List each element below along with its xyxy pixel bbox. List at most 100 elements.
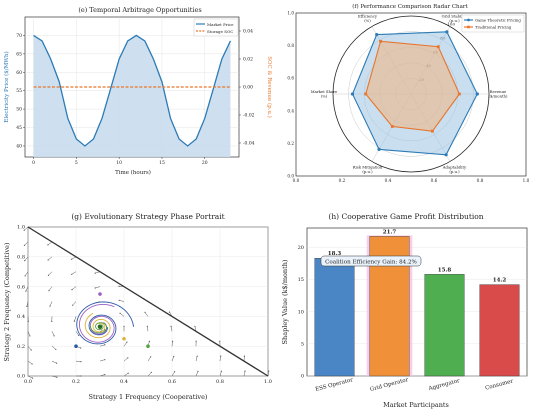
tick-label-y: 55 bbox=[16, 88, 22, 94]
radar-marker bbox=[445, 30, 449, 34]
vector-field-arrow bbox=[119, 313, 125, 317]
vector-field-arrow bbox=[27, 331, 31, 337]
vector-field-head bbox=[71, 273, 73, 275]
vector-field-head bbox=[71, 258, 73, 260]
tick-label-y2: 0.04 bbox=[243, 29, 253, 35]
vector-field-arrow bbox=[267, 371, 269, 377]
vector-field-arrow bbox=[195, 356, 198, 362]
radar-axis-label: (p.u.) bbox=[449, 18, 460, 23]
tick-label-x: 15 bbox=[159, 160, 165, 166]
vector-field-arrow bbox=[48, 286, 53, 291]
vector-field-arrow bbox=[171, 341, 173, 347]
tick-label-y2: 0.02 bbox=[243, 57, 253, 63]
vector-field-head bbox=[80, 361, 82, 363]
vector-field-arrow bbox=[24, 226, 29, 231]
vector-field-head bbox=[80, 347, 82, 349]
tick-label-y: 0.0 bbox=[17, 374, 25, 380]
panel-g-title: (g) Evolutionary Strategy Phase Portrait bbox=[71, 212, 224, 221]
vector-field-head bbox=[49, 305, 51, 307]
trajectory-1 bbox=[78, 303, 115, 343]
vector-field-arrow bbox=[123, 373, 129, 377]
vector-field-head bbox=[51, 320, 53, 322]
frame-tick-y: 1.0 bbox=[287, 11, 294, 16]
vector-field-head bbox=[71, 289, 73, 291]
vector-field-head bbox=[127, 372, 129, 374]
coalition-annotation: Coalition Efficiency Gain: 84.2% bbox=[320, 255, 422, 267]
bar-ess-operator bbox=[314, 258, 355, 377]
vector-field-arrow bbox=[27, 360, 33, 365]
tick-label-y: 40 bbox=[16, 143, 22, 149]
legend-market-price: Market Price bbox=[207, 22, 234, 27]
tick-label-y: 65 bbox=[16, 51, 22, 57]
radar-axis-label: (%) bbox=[364, 18, 371, 23]
bar-value-label: 14.2 bbox=[493, 278, 507, 284]
bar-value-label: 15.8 bbox=[438, 267, 452, 273]
radar-marker bbox=[431, 129, 434, 133]
radar-axis-label: (p.u.) bbox=[449, 169, 460, 174]
tick-label-x: 0.0 bbox=[24, 379, 32, 385]
legend-game-theoretic: Game Theoretic Pricing bbox=[475, 18, 521, 23]
radar-axis-label: (%) bbox=[321, 94, 328, 99]
frame-tick-x: 0.6 bbox=[431, 178, 438, 183]
radar-marker bbox=[390, 125, 394, 128]
frame-tick-y: 0.6 bbox=[287, 76, 294, 81]
vector-field-head bbox=[23, 229, 25, 231]
vector-field-arrow bbox=[99, 374, 105, 377]
vector-field-arrow bbox=[119, 300, 125, 302]
vector-field-arrow bbox=[99, 344, 105, 347]
vector-field-arrow bbox=[74, 316, 77, 322]
tick-label-y: 50 bbox=[16, 107, 22, 113]
tick-label-y: 1.0 bbox=[17, 225, 25, 231]
panel-e-ylabel: Electricity Price ($/MWh) bbox=[3, 51, 10, 122]
vector-field-arrow bbox=[27, 375, 33, 379]
trajectory-start-3 bbox=[146, 344, 150, 349]
vector-field-head bbox=[78, 334, 80, 337]
vector-field-head bbox=[220, 370, 223, 372]
trajectory-2 bbox=[84, 312, 111, 339]
vector-field-arrow bbox=[48, 271, 53, 276]
vector-field-arrow bbox=[24, 256, 29, 261]
vector-field-head bbox=[150, 371, 152, 373]
category-label: Grid Operator bbox=[369, 377, 409, 393]
tick-label-y: 5 bbox=[301, 342, 304, 348]
vector-field-head bbox=[26, 305, 28, 307]
vector-field-head bbox=[194, 325, 196, 328]
category-label: Consumer bbox=[485, 378, 514, 391]
vector-field-head bbox=[55, 362, 58, 364]
tick-label-y: 15 bbox=[298, 277, 304, 283]
vector-field-arrow bbox=[51, 331, 55, 336]
panel-h-profit-distribution: (h) Cooperative Game Profit Distribution… bbox=[281, 212, 528, 409]
vector-field-arrow bbox=[47, 241, 53, 246]
radar-marker bbox=[444, 153, 448, 157]
category-label: ESS Operator bbox=[315, 377, 354, 393]
radar-axis-label: ($/month) bbox=[489, 94, 508, 99]
panel-e-temporal-arbitrage: (e) Temporal Arbitrage Opportunities 0 5 1… bbox=[3, 6, 273, 176]
vector-field-head bbox=[170, 325, 172, 327]
vector-field-head bbox=[53, 335, 55, 337]
radar-axis-label: Efficiency bbox=[358, 14, 378, 19]
tick-label-x: 0 bbox=[32, 160, 35, 166]
vector-field-arrow bbox=[24, 271, 29, 276]
frame-tick-y: 0.2 bbox=[287, 141, 294, 146]
vector-field-head bbox=[220, 355, 222, 357]
bar-consumer bbox=[479, 284, 520, 377]
legend-game-theoretic-marker bbox=[467, 18, 470, 22]
radar-radial-tick: 100 bbox=[447, 21, 455, 26]
vector-field-arrow bbox=[95, 286, 101, 289]
vector-field-head bbox=[31, 363, 33, 365]
vector-field-arrow bbox=[24, 241, 29, 246]
radar-axis-label: Risk Mitigation bbox=[353, 164, 383, 169]
radar-axis-label: Market Share bbox=[311, 89, 338, 94]
vector-field-head bbox=[197, 370, 199, 372]
category-label: Aggregator bbox=[427, 378, 461, 392]
vector-field-arrow bbox=[195, 371, 199, 377]
vector-field-arrow bbox=[170, 326, 173, 332]
frame-tick-y: 0.8 bbox=[287, 43, 294, 48]
tick-label-y: 10 bbox=[298, 309, 304, 315]
vector-field-arrow bbox=[99, 359, 105, 362]
price-area-fill bbox=[33, 35, 231, 157]
vector-field-arrow bbox=[51, 360, 57, 364]
vector-field-head bbox=[127, 357, 129, 359]
vector-field-arrow bbox=[219, 371, 222, 377]
